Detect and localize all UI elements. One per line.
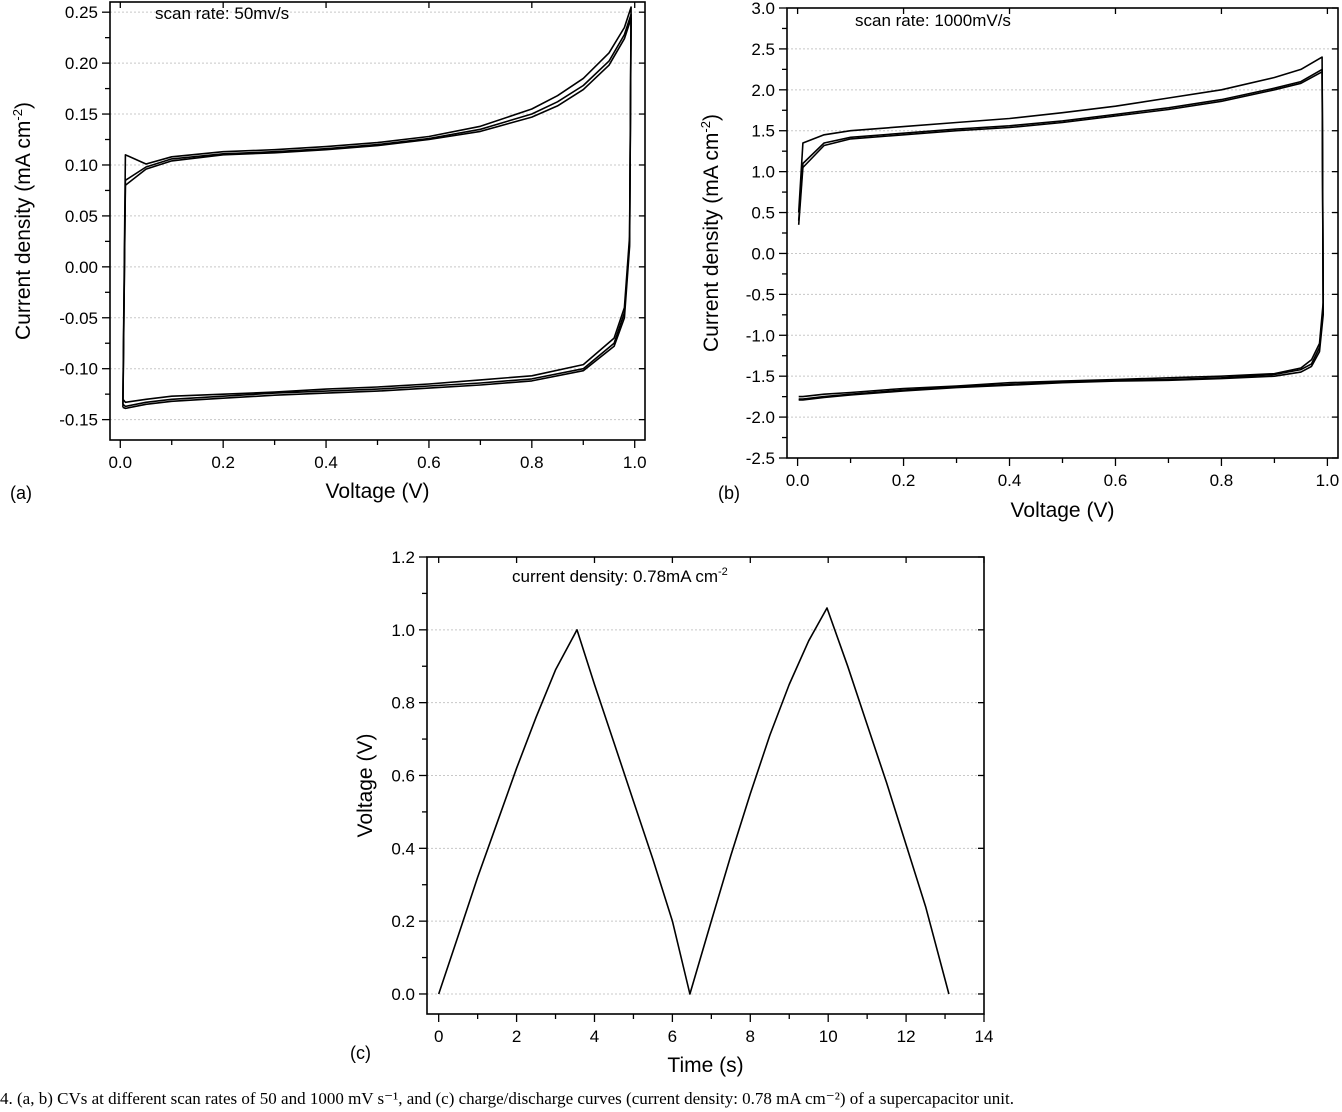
- panel-label: (b): [718, 483, 740, 503]
- figure-caption: 4. (a, b) CVs at different scan rates of…: [0, 1089, 1014, 1108]
- x-tick-label: 0.6: [1104, 471, 1128, 490]
- x-tick-label: 2: [512, 1027, 521, 1046]
- series-line-1: [122, 6, 632, 404]
- x-tick-label: 0.4: [998, 471, 1022, 490]
- annotation: current density: 0.78mA cm-2: [512, 566, 728, 586]
- series-line-1: [437, 607, 950, 995]
- y-tick-label: 1.0: [391, 621, 415, 640]
- x-tick-label: 0.0: [786, 471, 810, 490]
- y-axis-title-text: Current density (mA cm: [12, 121, 35, 340]
- y-tick-label: 0.2: [391, 912, 415, 931]
- y-tick-label: -2.0: [746, 408, 775, 427]
- panel-b: 0.0 0.2 0.4 0.6 0.8 1.0 -2.5 -2.0 -1.5 -1.0 -0.5 0.…: [698, 0, 1339, 522]
- y-tick-label: 3.0: [751, 0, 775, 18]
- x-tick-label: 12: [897, 1027, 916, 1046]
- y-axis-title: Current density (mA cm-2): [698, 114, 723, 352]
- figure: 0.0 0.2 0.4 0.6 0.8 1.0-0.15-0.10-0.050.000.0…: [10, 0, 1339, 1077]
- annotation-text: scan rate: 1000mV/s: [855, 11, 1011, 30]
- x-axis-title: Voltage (V): [1011, 499, 1115, 522]
- x-tick-label: 8: [746, 1027, 755, 1046]
- y-tick-label: 0.15: [65, 105, 98, 124]
- x-tick-label: 10: [819, 1027, 838, 1046]
- y-axis-title-end: ): [700, 114, 723, 121]
- y-tick-label: 0.8: [391, 694, 415, 713]
- series-line-1: [797, 56, 1324, 398]
- plot-frame: [426, 556, 985, 1015]
- y-tick-label: -1.5: [746, 367, 775, 386]
- y-tick-label: 2.0: [751, 81, 775, 100]
- series-line-3: [797, 71, 1324, 401]
- x-tick-label: 0.4: [314, 453, 338, 472]
- y-axis-title: Voltage (V): [354, 734, 377, 838]
- y-tick-label: -2.5: [746, 449, 775, 468]
- y-tick-label: 1.5: [751, 122, 775, 141]
- x-tick-label: 6: [668, 1027, 677, 1046]
- annotation: scan rate: 50mv/s: [155, 4, 289, 23]
- y-tick-label: -0.5: [746, 285, 775, 304]
- x-tick-label: 0.2: [211, 453, 235, 472]
- x-tick-label: 0.6: [417, 453, 441, 472]
- y-tick-label: 0.0: [751, 244, 775, 263]
- panel-label: (c): [350, 1043, 371, 1063]
- x-axis-title: Voltage (V): [326, 480, 430, 503]
- y-tick-label: -0.15: [59, 411, 98, 430]
- y-tick-label: 0.5: [751, 204, 775, 223]
- y-tick-label: 0.10: [65, 156, 98, 175]
- y-tick-label: 0.05: [65, 207, 98, 226]
- annotation-text: scan rate: 50mv/s: [155, 4, 289, 23]
- y-tick-label: 1.0: [751, 163, 775, 182]
- y-tick-label: 1.2: [391, 548, 415, 567]
- y-tick-label: 0.20: [65, 54, 98, 73]
- y-tick-label: 2.5: [751, 40, 775, 59]
- annotation-superscript: -2: [718, 566, 728, 578]
- x-tick-label: 4: [590, 1027, 599, 1046]
- x-tick-label: 0: [434, 1027, 443, 1046]
- y-tick-label: -0.05: [59, 309, 98, 328]
- y-axis-title-superscript: -2: [10, 109, 25, 121]
- series-line-2: [797, 68, 1324, 400]
- y-tick-label: -1.0: [746, 326, 775, 345]
- annotation-text: current density: 0.78mA cm: [512, 567, 718, 586]
- y-axis-title-end: ): [12, 102, 35, 109]
- x-axis-title: Time (s): [667, 1054, 743, 1077]
- series-line-3: [122, 17, 632, 410]
- x-tick-label: 0.2: [892, 471, 916, 490]
- y-tick-label: 0.4: [391, 839, 415, 858]
- x-tick-label: 14: [975, 1027, 994, 1046]
- y-axis-title: Current density (mA cm-2): [10, 102, 35, 340]
- y-tick-label: 0.25: [65, 3, 98, 22]
- x-tick-label: 0.8: [1210, 471, 1234, 490]
- panel-a: 0.0 0.2 0.4 0.6 0.8 1.0 -0.15 -0.10 -0.05 0.00 0.0…: [10, 1, 647, 503]
- y-tick-label: -0.10: [59, 360, 98, 379]
- panel-c: 0 2 4 6 8 10 12 14 0.0 0.2 0.4 0.6 0.8 1.0 1.2 current …: [350, 548, 993, 1077]
- y-axis-title-text: Current density (mA cm: [700, 133, 723, 352]
- x-tick-label: 1.0: [1316, 471, 1340, 490]
- x-tick-label: 0.8: [520, 453, 544, 472]
- x-tick-label: 0.0: [108, 453, 132, 472]
- annotation: scan rate: 1000mV/s: [855, 11, 1011, 30]
- y-axis-title-superscript: -2: [698, 121, 713, 133]
- y-tick-label: 0.0: [391, 985, 415, 1004]
- x-tick-label: 1.0: [623, 453, 647, 472]
- panel-label: (a): [10, 483, 32, 503]
- series-line-2: [122, 13, 632, 408]
- y-axis-title-text: Voltage (V): [354, 734, 377, 838]
- y-tick-label: 0.00: [65, 258, 98, 277]
- y-tick-label: 0.6: [391, 766, 415, 785]
